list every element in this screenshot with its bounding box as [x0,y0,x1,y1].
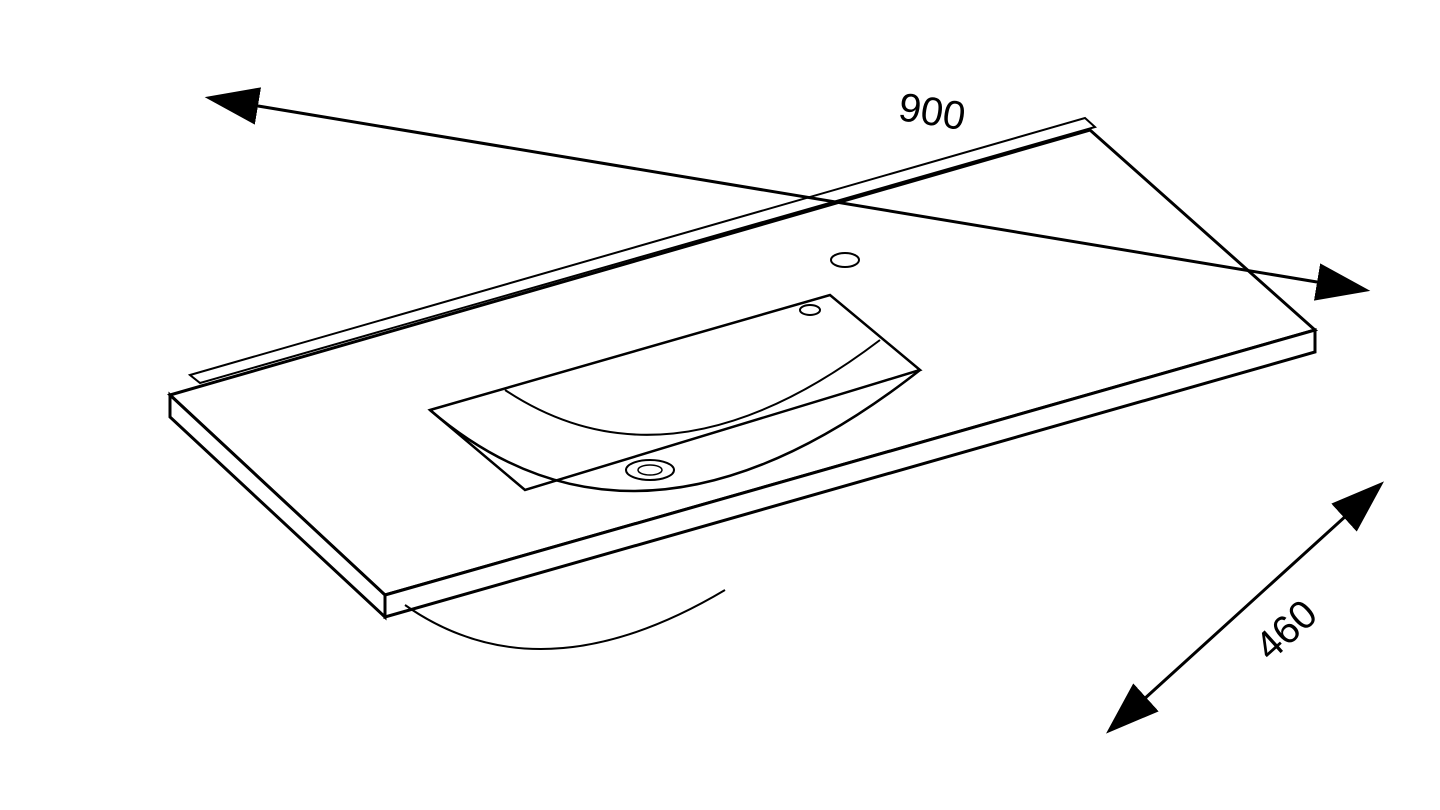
tap-hole [831,253,859,267]
dimension-depth-line [1110,485,1380,730]
drain-hole [626,460,674,480]
dimension-width-label: 900 [896,85,969,139]
technical-drawing: 900 460 [0,0,1440,810]
overflow-hole [800,305,820,315]
dimension-depth-label: 460 [1247,592,1326,669]
